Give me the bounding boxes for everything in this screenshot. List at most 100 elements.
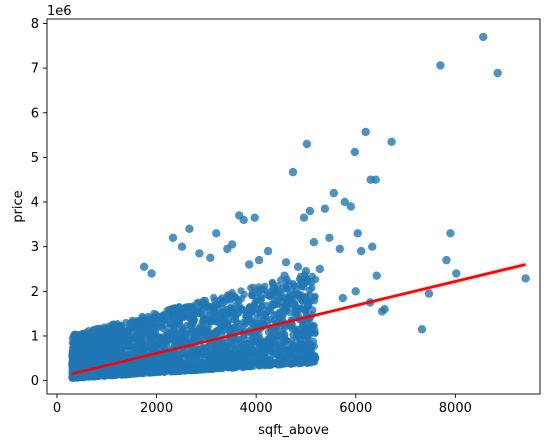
scatter-point bbox=[245, 260, 254, 269]
scatter-point bbox=[267, 292, 275, 300]
scatter-point bbox=[282, 304, 290, 312]
scatter-point bbox=[223, 348, 231, 356]
scatter-point bbox=[139, 262, 149, 271]
scatter-point bbox=[120, 330, 128, 339]
scatter-point bbox=[293, 327, 301, 336]
scatter-point bbox=[253, 287, 261, 295]
scatter-point bbox=[155, 315, 163, 323]
scatter-point bbox=[273, 297, 281, 305]
scatter-point bbox=[217, 352, 226, 360]
scatter-point bbox=[320, 204, 330, 213]
scatter-point bbox=[74, 331, 82, 339]
scatter-point bbox=[142, 343, 150, 351]
scatter-point bbox=[299, 213, 309, 222]
scatter-point bbox=[82, 350, 90, 358]
scatter-point bbox=[368, 242, 377, 251]
scatter-point bbox=[281, 258, 291, 267]
scatter-point bbox=[143, 324, 152, 332]
scatter-point bbox=[111, 366, 119, 374]
scatter-point bbox=[133, 361, 141, 369]
scatter-point bbox=[255, 319, 263, 327]
scatter-point bbox=[245, 362, 253, 371]
y-tick-label: 7 bbox=[31, 62, 39, 77]
scatter-point bbox=[169, 363, 177, 371]
scatter-point bbox=[281, 348, 289, 356]
scatter-point bbox=[92, 370, 100, 378]
scatter-point bbox=[288, 167, 298, 177]
scatter-point bbox=[357, 246, 366, 256]
scatter-point bbox=[267, 360, 275, 368]
scatter-point bbox=[133, 320, 141, 328]
scatter-point bbox=[80, 361, 88, 369]
scatter-point bbox=[228, 344, 236, 352]
scatter-point bbox=[311, 329, 319, 337]
scatter-point bbox=[361, 127, 370, 137]
scatter-point bbox=[325, 233, 334, 242]
scatter-point bbox=[95, 356, 104, 364]
scatter-point bbox=[315, 264, 325, 274]
scatter-point bbox=[164, 309, 172, 317]
scatter-point bbox=[105, 357, 113, 365]
scatter-point bbox=[235, 211, 244, 220]
scatter-point bbox=[366, 175, 375, 184]
scatter-point bbox=[188, 304, 196, 312]
scatter-point bbox=[493, 68, 502, 78]
scatter-point bbox=[249, 320, 257, 329]
scatter-point bbox=[233, 319, 241, 327]
x-tick-label: 6000 bbox=[339, 401, 372, 416]
scatter-point bbox=[280, 271, 289, 280]
scatter-point bbox=[112, 321, 120, 329]
scatter-point bbox=[346, 202, 355, 211]
scatter-point bbox=[452, 269, 461, 278]
scatter-point bbox=[224, 363, 232, 372]
scatter-point bbox=[293, 262, 303, 271]
scatter-point bbox=[446, 229, 455, 238]
scatter-point bbox=[137, 369, 146, 377]
x-axis: 0 2000 4000 6000 8000 bbox=[53, 394, 472, 416]
scatter-point bbox=[252, 331, 261, 339]
scatter-point bbox=[311, 358, 319, 366]
scatter-point bbox=[201, 328, 209, 336]
scatter-point bbox=[154, 323, 162, 332]
scatter-point bbox=[113, 349, 121, 357]
scatter-point bbox=[165, 350, 173, 359]
scatter-point bbox=[254, 255, 264, 265]
scatter-point bbox=[179, 326, 187, 334]
scatter-point bbox=[207, 341, 215, 349]
scatter-point bbox=[194, 327, 202, 335]
scatter-point bbox=[240, 351, 248, 359]
scatter-point bbox=[252, 297, 260, 305]
scatter-point bbox=[240, 332, 248, 340]
scatter-point bbox=[234, 351, 242, 359]
scatter-point bbox=[267, 306, 275, 314]
scatter-point bbox=[248, 337, 256, 346]
scatter-point bbox=[114, 327, 122, 336]
scatter-point bbox=[290, 291, 298, 299]
scatter-point bbox=[276, 355, 284, 363]
scatter-point bbox=[93, 349, 101, 357]
scatter-point bbox=[306, 347, 314, 355]
scatter-point bbox=[340, 197, 349, 207]
scatter-point bbox=[193, 349, 201, 357]
scatter-point bbox=[297, 272, 305, 280]
scatter-point bbox=[187, 357, 195, 365]
scatter-point bbox=[377, 307, 387, 316]
scatter-point bbox=[245, 303, 253, 311]
scatter-point bbox=[199, 318, 207, 326]
scatter-point bbox=[190, 366, 199, 374]
scatter-point bbox=[218, 339, 227, 347]
y-tick-label: 3 bbox=[31, 240, 39, 255]
scatter-point bbox=[279, 311, 287, 319]
scatter-point bbox=[105, 322, 113, 330]
scatter-point bbox=[163, 328, 171, 336]
scatter-point bbox=[203, 303, 211, 311]
scatter-point bbox=[249, 346, 257, 355]
y-axis-label: price bbox=[11, 190, 26, 222]
scatter-point bbox=[253, 353, 261, 361]
scatter-point bbox=[188, 320, 196, 328]
scatter-point bbox=[85, 327, 93, 335]
y-tick-label: 4 bbox=[31, 196, 39, 211]
scatter-point bbox=[262, 301, 270, 309]
scatter-point bbox=[282, 295, 290, 303]
